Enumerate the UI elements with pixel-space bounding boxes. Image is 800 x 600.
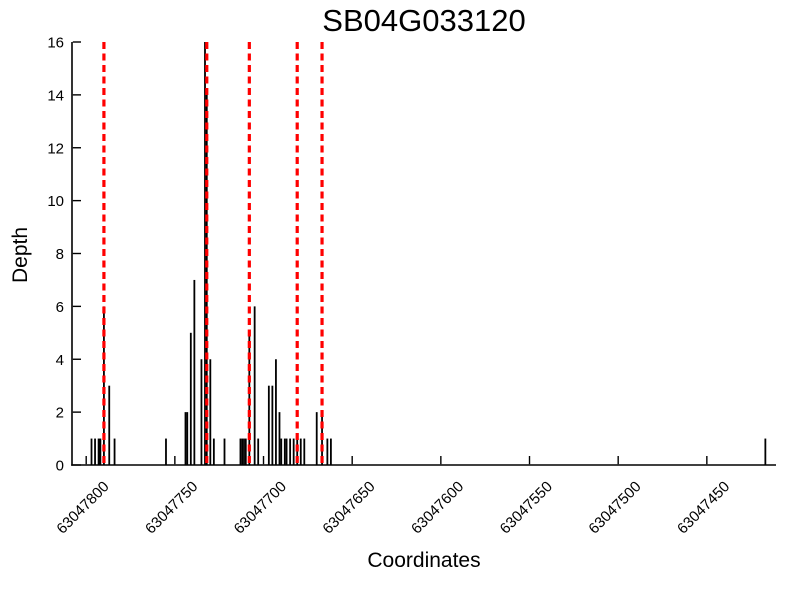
bar <box>267 385 270 465</box>
bar <box>271 385 274 465</box>
bar <box>103 306 105 466</box>
bar <box>285 438 288 465</box>
x-tick-label: 63047650 <box>319 478 378 537</box>
x-tick-label: 63047700 <box>231 478 290 537</box>
x-axis-label: Coordinates <box>367 549 481 572</box>
axes-layer <box>71 41 776 466</box>
y-tick-label: 0 <box>56 458 64 475</box>
bar <box>283 438 286 465</box>
y-tick-label: 16 <box>47 35 64 52</box>
bar <box>184 412 187 466</box>
bar <box>205 94 208 466</box>
bar <box>108 385 111 465</box>
bar <box>189 332 192 465</box>
x-tick-label: 63047450 <box>674 478 733 537</box>
y-tick-label: 12 <box>47 140 64 157</box>
bar <box>113 438 116 465</box>
bar <box>244 438 247 465</box>
bar <box>296 438 299 465</box>
y-tick-label: 14 <box>47 87 64 104</box>
bar <box>280 438 283 465</box>
bar <box>289 438 292 465</box>
x-tick-label: 63047750 <box>142 478 201 537</box>
bars-layer <box>90 42 767 466</box>
y-axis-label: Depth <box>9 226 32 284</box>
bar <box>239 438 242 465</box>
tick-labels-layer: 0 2 4 6 8 10 12 14 16 63047800 63047750 63047700 630… <box>47 35 733 538</box>
y-tick-label: 6 <box>56 299 64 316</box>
bar <box>299 438 302 465</box>
bar <box>278 412 281 466</box>
bar <box>204 42 206 465</box>
bar <box>303 438 306 465</box>
bar <box>243 438 245 465</box>
bar <box>90 438 93 465</box>
bar <box>764 438 767 465</box>
x-tick-label: 63047600 <box>408 478 467 537</box>
bar <box>94 438 96 465</box>
chart-title: SB04G033120 <box>322 3 526 38</box>
bar <box>209 359 212 465</box>
bar <box>165 438 167 465</box>
bar <box>253 306 256 466</box>
bar <box>241 438 244 465</box>
y-tick-label: 8 <box>56 246 64 263</box>
x-tick-label: 63047550 <box>497 478 556 537</box>
bar <box>326 438 329 465</box>
x-tick-label: 63047500 <box>585 478 644 537</box>
x-tick-label: 63047800 <box>53 478 112 537</box>
bar <box>223 438 226 465</box>
bar <box>212 438 215 465</box>
bar <box>97 438 100 465</box>
vlines-over-layer <box>102 42 324 465</box>
bar <box>193 279 196 465</box>
bar <box>200 359 203 465</box>
bar <box>186 412 189 466</box>
bar <box>257 438 260 465</box>
y-tick-label: 2 <box>56 405 64 422</box>
bar <box>292 438 295 465</box>
y-tick-label: 4 <box>56 352 64 369</box>
bar <box>315 412 318 466</box>
bar <box>99 438 102 465</box>
y-tick-label: 10 <box>47 193 64 210</box>
bar <box>275 359 277 465</box>
bar <box>330 438 332 465</box>
